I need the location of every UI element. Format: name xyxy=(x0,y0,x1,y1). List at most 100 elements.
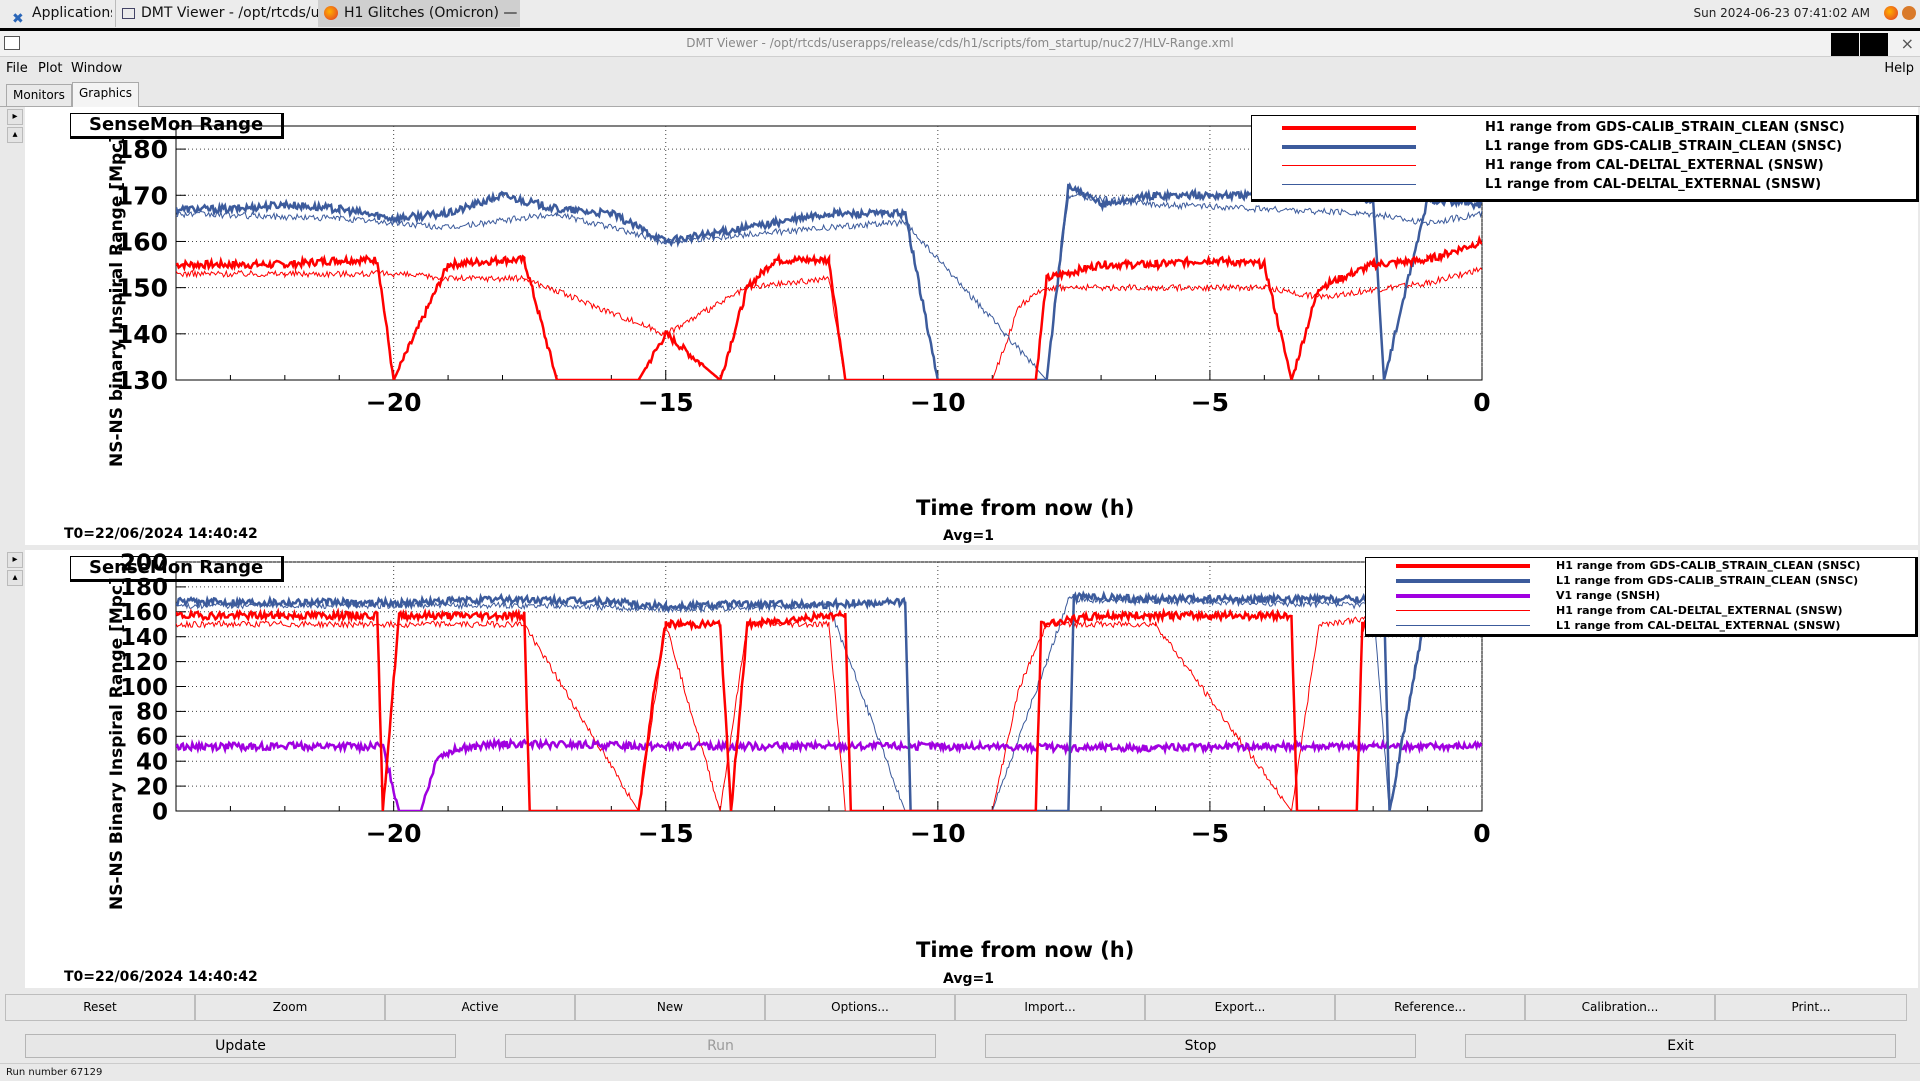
y-tick-label: 40 xyxy=(136,749,168,775)
taskbar-window-dmt[interactable]: DMT Viewer - /opt/rtcds/u... xyxy=(115,0,322,27)
legend-label: H1 range from GDS-CALIB_STRAIN_CLEAN (SN… xyxy=(1485,120,1845,135)
legend-swatch xyxy=(1396,593,1530,598)
x-axis-label: Time from now (h) xyxy=(916,938,1135,962)
run-button[interactable]: Run xyxy=(505,1034,936,1058)
plot-toolbar: Reset Zoom Active New Options... Import.… xyxy=(5,994,1908,1021)
legend-label: L1 range from GDS-CALIB_STRAIN_CLEAN (SN… xyxy=(1556,574,1859,587)
series-line xyxy=(176,595,1482,811)
y-tick-label: 180 xyxy=(116,135,168,164)
legend-label: H1 range from CAL-DELTAL_EXTERNAL (SNSW) xyxy=(1556,604,1843,617)
x-tick-label: −20 xyxy=(366,388,422,417)
window-icon xyxy=(122,7,135,19)
import-button[interactable]: Import... xyxy=(955,994,1145,1021)
x-tick-label: −5 xyxy=(1191,819,1229,848)
plot-panel-2[interactable]: SenseMon Range 0 20 40 60 80 100 120 140 160 180 2… xyxy=(25,550,1918,988)
legend-swatch xyxy=(1282,125,1416,130)
menu-file[interactable]: File xyxy=(6,61,28,76)
legend-label: H1 range from GDS-CALIB_STRAIN_CLEAN (SN… xyxy=(1556,559,1861,572)
reference-button[interactable]: Reference... xyxy=(1335,994,1525,1021)
applications-menu[interactable]: ✖ Applications xyxy=(12,0,112,27)
zoom-button[interactable]: Zoom xyxy=(195,994,385,1021)
y-tick-label: 140 xyxy=(120,625,168,651)
firefox-icon xyxy=(324,6,338,20)
legend-label: L1 range from GDS-CALIB_STRAIN_CLEAN (SN… xyxy=(1485,139,1843,154)
close-button[interactable]: × xyxy=(1900,34,1914,53)
options-button[interactable]: Options... xyxy=(765,994,955,1021)
tab-bar: Monitors Graphics xyxy=(0,82,1920,107)
legend-swatch xyxy=(1396,563,1530,568)
taskbar-window-label: DMT Viewer - /opt/rtcds/u... xyxy=(141,5,322,21)
legend-swatch xyxy=(1396,625,1530,626)
series-line xyxy=(176,607,1482,811)
y-tick-label: 130 xyxy=(116,366,168,395)
menu-plot[interactable]: Plot xyxy=(38,61,63,76)
update-button[interactable]: Update xyxy=(25,1034,456,1058)
t0-label: T0=22/06/2024 14:40:42 xyxy=(64,526,258,542)
status-bar: Run number 67129 xyxy=(0,1063,1920,1081)
y-tick-label: 150 xyxy=(116,274,168,303)
legend-label: H1 range from CAL-DELTAL_EXTERNAL (SNSW) xyxy=(1485,158,1824,173)
print-button[interactable]: Print... xyxy=(1715,994,1907,1021)
window-menu-icon[interactable] xyxy=(4,36,20,50)
taskbar-window-label: H1 Glitches (Omicron) — ... xyxy=(344,5,520,21)
x-tick-label: −10 xyxy=(910,388,966,417)
y-tick-label: 20 xyxy=(136,774,168,800)
panel-frame-title: SenseMon Range xyxy=(70,113,285,139)
y-tick-label: 200 xyxy=(120,550,168,576)
new-button[interactable]: New xyxy=(575,994,765,1021)
legend-swatch xyxy=(1282,184,1416,185)
legend-label: L1 range from CAL-DELTAL_EXTERNAL (SNSW) xyxy=(1485,177,1822,192)
y-tick-label: 0 xyxy=(152,799,168,825)
menu-window[interactable]: Window xyxy=(71,61,123,76)
x-tick-label: −20 xyxy=(366,819,422,848)
x-tick-label: 0 xyxy=(1473,819,1490,848)
taskbar: ✖ Applications DMT Viewer - /opt/rtcds/u.… xyxy=(0,0,1920,29)
tab-monitors[interactable]: Monitors xyxy=(6,84,72,106)
minimize-button[interactable] xyxy=(1831,33,1859,56)
series-line xyxy=(176,193,1482,380)
x-tick-label: −10 xyxy=(910,819,966,848)
active-button[interactable]: Active xyxy=(385,994,575,1021)
plot-panel-1[interactable]: SenseMon Range 130 140 150 160 170 180 −20 −15 −… xyxy=(25,107,1919,545)
menu-help[interactable]: Help xyxy=(1884,61,1914,76)
calibration-button[interactable]: Calibration... xyxy=(1525,994,1715,1021)
expand-arrow-icon[interactable]: ▸ xyxy=(7,109,23,125)
avg-label: Avg=1 xyxy=(943,528,994,544)
series-line xyxy=(176,234,1482,380)
export-button[interactable]: Export... xyxy=(1145,994,1335,1021)
collapse-arrow-icon[interactable]: ▴ xyxy=(7,127,23,143)
applications-label: Applications xyxy=(32,5,112,21)
y-tick-label: 140 xyxy=(116,320,168,349)
legend-label: V1 range (SNSH) xyxy=(1556,589,1661,602)
firefox-tray-icon[interactable] xyxy=(1884,6,1898,20)
series-line xyxy=(176,266,1482,380)
t0-label: T0=22/06/2024 14:40:42 xyxy=(64,969,258,985)
y-tick-label: 160 xyxy=(116,227,168,256)
taskbar-window-firefox[interactable]: H1 Glitches (Omicron) — ... xyxy=(318,0,520,27)
collapse-arrow-icon[interactable]: ▴ xyxy=(7,570,23,586)
expand-arrow-icon[interactable]: ▸ xyxy=(7,552,23,568)
y-tick-label: 80 xyxy=(136,700,168,726)
avg-label: Avg=1 xyxy=(943,971,994,987)
x-tick-label: −15 xyxy=(638,388,694,417)
exit-button[interactable]: Exit xyxy=(1465,1034,1896,1058)
stop-button[interactable]: Stop xyxy=(985,1034,1416,1058)
x-tick-label: −15 xyxy=(638,819,694,848)
legend-swatch xyxy=(1396,578,1530,583)
control-toolbar: Update Run Stop Exit xyxy=(0,1032,1920,1060)
x-tick-label: 0 xyxy=(1473,388,1490,417)
y-axis-label: NS-NS binary Inspiral Range [Mpc] xyxy=(107,135,127,467)
window-title: DMT Viewer - /opt/rtcds/userapps/release… xyxy=(686,36,1234,50)
user-icon[interactable] xyxy=(1902,6,1916,20)
x-tick-label: −5 xyxy=(1191,388,1229,417)
legend-label: L1 range from CAL-DELTAL_EXTERNAL (SNSW) xyxy=(1556,619,1841,632)
maximize-button[interactable] xyxy=(1860,33,1888,56)
y-tick-label: 170 xyxy=(116,181,168,210)
tab-graphics[interactable]: Graphics xyxy=(72,82,139,107)
reset-button[interactable]: Reset xyxy=(5,994,195,1021)
clock: Sun 2024-06-23 07:41:02 AM xyxy=(1693,6,1870,20)
series-line xyxy=(176,613,1482,811)
plot-legend: H1 range from GDS-CALIB_STRAIN_CLEAN (SN… xyxy=(1251,115,1919,202)
y-tick-label: 100 xyxy=(120,675,168,701)
